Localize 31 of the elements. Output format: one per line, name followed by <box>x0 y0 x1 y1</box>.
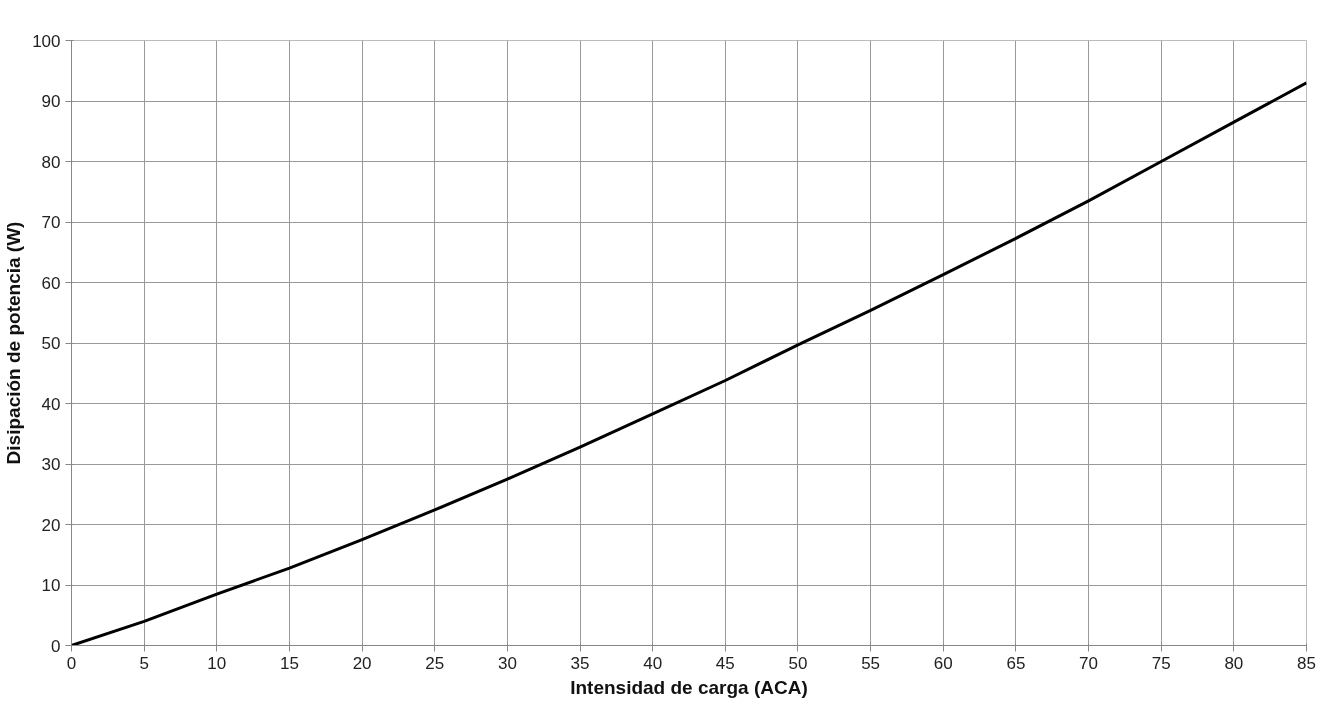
y-axis-title: Disipación de potencia (W) <box>3 221 25 465</box>
x-tick-label: 25 <box>425 653 445 673</box>
x-tick-label: 70 <box>1079 653 1099 673</box>
x-axis-title: Intensidad de carga (ACA) <box>570 676 808 698</box>
y-tick-label: 60 <box>41 273 61 293</box>
x-tick-label: 20 <box>352 653 372 673</box>
x-tick-label: 35 <box>570 653 590 673</box>
y-tick-label: 50 <box>41 334 61 353</box>
y-tick-label: 20 <box>41 515 61 535</box>
x-tick-label: 50 <box>788 653 808 673</box>
x-tick-label: 30 <box>497 653 517 673</box>
x-tick-label: 15 <box>279 653 299 673</box>
y-tick-label: 80 <box>41 152 61 172</box>
x-tick-label: 10 <box>207 653 227 673</box>
y-tick-label: 0 <box>51 636 61 656</box>
y-tick-label: 100 <box>32 31 61 51</box>
y-tick-label: 40 <box>41 394 61 414</box>
x-tick-label: 0 <box>66 653 77 673</box>
x-tick-label: 65 <box>1006 653 1026 673</box>
x-tick-label: 80 <box>1224 653 1244 673</box>
x-tick-label: 85 <box>1297 653 1316 673</box>
x-tick-label: 40 <box>643 653 663 673</box>
x-tick-label: 5 <box>139 653 149 673</box>
x-tick-label: 75 <box>1151 653 1171 673</box>
y-tick-label: 10 <box>41 576 61 595</box>
x-tick-label: 55 <box>861 653 881 673</box>
x-tick-label: 60 <box>933 653 953 673</box>
y-tick-label: 70 <box>41 213 61 232</box>
y-tick-label: 30 <box>41 455 61 474</box>
y-tick-label: 90 <box>41 92 61 111</box>
x-tick-label: 45 <box>715 653 735 673</box>
